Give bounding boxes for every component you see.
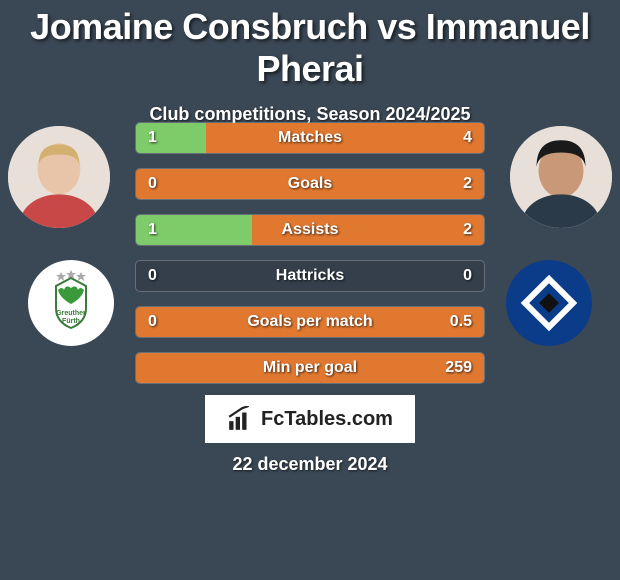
- svg-text:Fürth: Fürth: [62, 318, 80, 325]
- stat-value-right: 259: [445, 359, 472, 377]
- club-crest-icon: [506, 260, 592, 346]
- bar-fill-right: [206, 123, 484, 153]
- stat-row: 1 Matches 4: [135, 122, 485, 154]
- stat-value-right: 4: [463, 129, 472, 147]
- person-icon: [8, 126, 110, 228]
- svg-text:Greuther: Greuther: [56, 310, 86, 317]
- stat-row: 0 Goals per match 0.5: [135, 306, 485, 338]
- stat-value-right: 2: [463, 221, 472, 239]
- stat-value-right: 0: [463, 267, 472, 285]
- date-text: 22 december 2024: [0, 454, 620, 475]
- person-icon: [510, 126, 612, 228]
- stat-row: Min per goal 259: [135, 352, 485, 384]
- bar-fill-left: [136, 123, 206, 153]
- stat-row: 0 Hattricks 0: [135, 260, 485, 292]
- stat-label: Goals: [288, 175, 332, 193]
- branding-text: FcTables.com: [261, 408, 393, 431]
- stat-value-left: 1: [148, 129, 157, 147]
- club-right-badge: [506, 260, 592, 346]
- stat-value-left: 0: [148, 267, 157, 285]
- stat-row: 1 Assists 2: [135, 214, 485, 246]
- stat-label: Goals per match: [247, 313, 372, 331]
- stat-row: 0 Goals 2: [135, 168, 485, 200]
- player-right-avatar: [510, 126, 612, 228]
- stats-bars: 1 Matches 4 0 Goals 2 1 Assists 2 0 Hattricks 0 0 Goa…: [135, 122, 485, 398]
- stat-label: Matches: [278, 129, 342, 147]
- page-title: Jomaine Consbruch vs Immanuel Pherai: [0, 0, 620, 90]
- branding-box: FcTables.com: [205, 395, 415, 443]
- stat-label: Min per goal: [263, 359, 357, 377]
- chart-icon: [227, 406, 253, 432]
- stat-value-left: 1: [148, 221, 157, 239]
- stat-label: Assists: [282, 221, 339, 239]
- club-left-badge: Greuther Fürth: [28, 260, 114, 346]
- stat-value-left: 0: [148, 175, 157, 193]
- stat-value-right: 2: [463, 175, 472, 193]
- player-left-avatar: [8, 126, 110, 228]
- stat-value-left: 0: [148, 313, 157, 331]
- stat-label: Hattricks: [276, 267, 344, 285]
- club-crest-icon: Greuther Fürth: [28, 260, 114, 346]
- stat-value-right: 0.5: [450, 313, 472, 331]
